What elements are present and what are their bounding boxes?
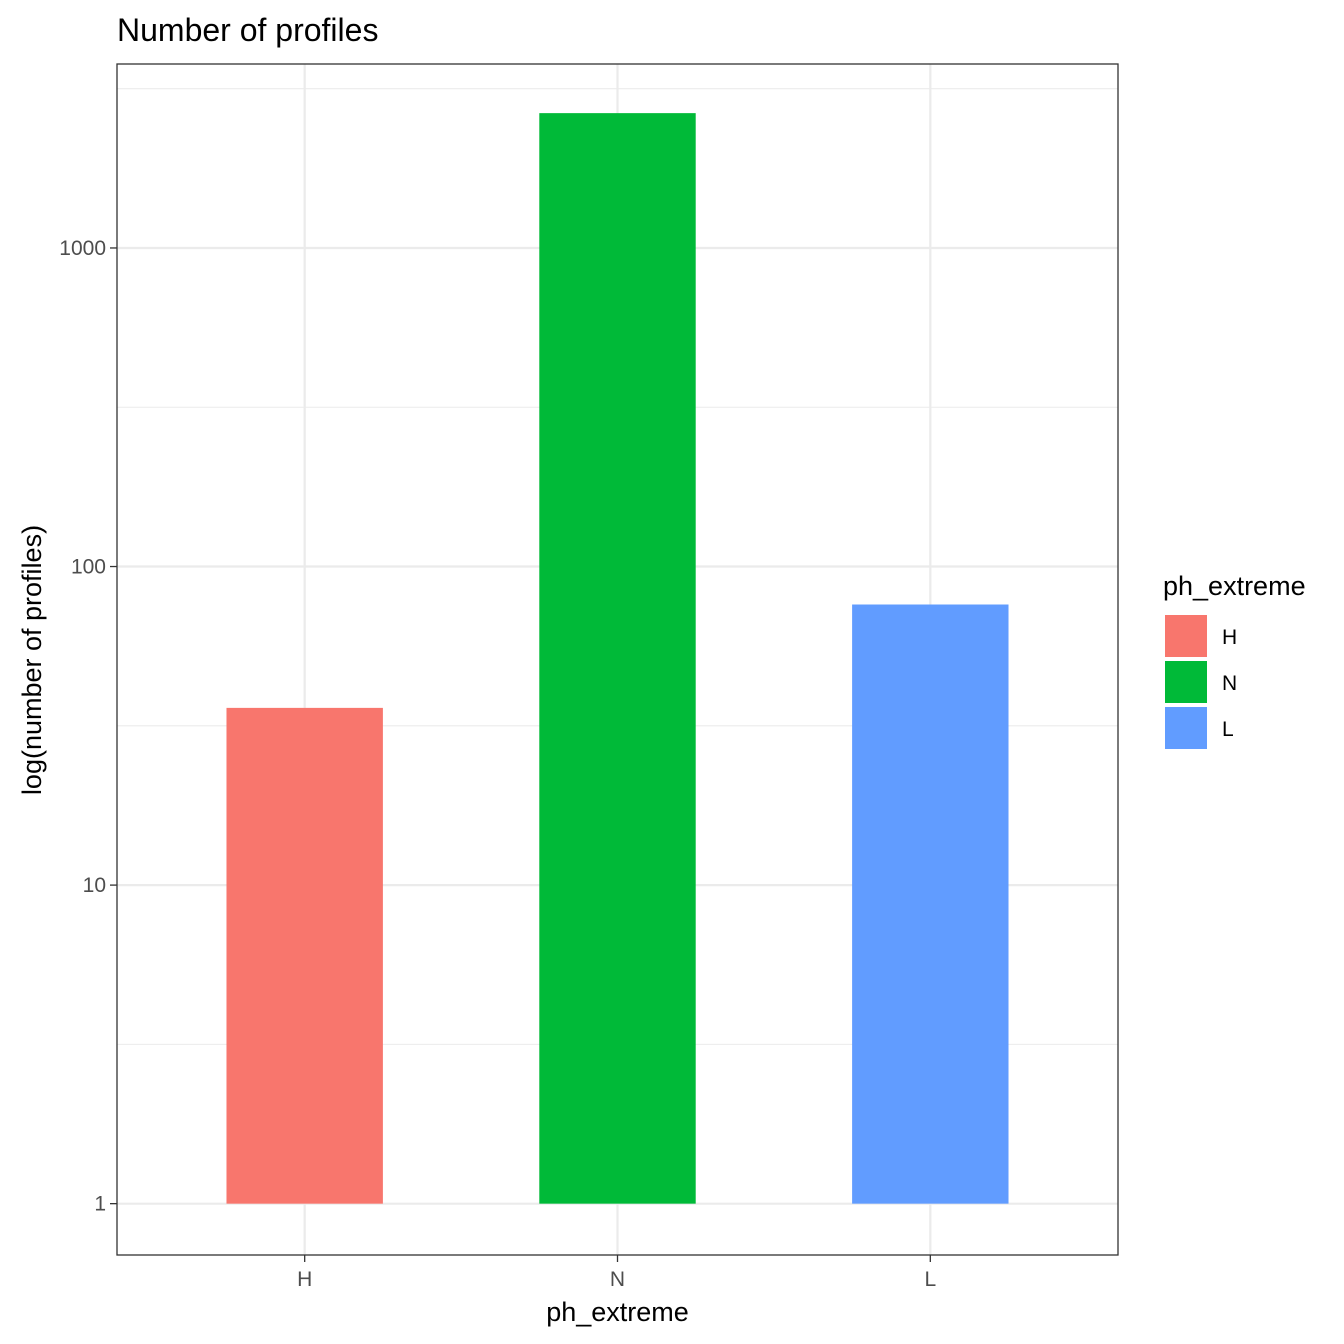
bar-H bbox=[226, 707, 383, 1204]
x-tick-label: H bbox=[297, 1268, 312, 1291]
x-axis-title: ph_extreme bbox=[546, 1297, 689, 1327]
legend-key-L bbox=[1165, 707, 1207, 749]
x-tick-label: N bbox=[610, 1268, 625, 1291]
x-tick-label: L bbox=[924, 1268, 936, 1291]
legend-label-L: L bbox=[1222, 718, 1234, 741]
legend-label-H: H bbox=[1222, 626, 1237, 649]
y-tick-label: 100 bbox=[71, 556, 106, 579]
legend-label-N: N bbox=[1222, 672, 1237, 695]
y-tick-label: 1 bbox=[94, 1193, 106, 1216]
y-tick-label: 10 bbox=[83, 874, 106, 897]
bars bbox=[226, 113, 1009, 1204]
y-tick-label: 1000 bbox=[59, 237, 106, 260]
y-axis-title: log(number of profiles) bbox=[17, 525, 47, 795]
bar-L bbox=[852, 604, 1009, 1204]
legend-title: ph_extreme bbox=[1163, 571, 1306, 601]
y-axis: 1 10 100 1000 bbox=[59, 237, 117, 1216]
bar-N bbox=[539, 113, 696, 1204]
legend-key-N bbox=[1165, 661, 1207, 703]
legend: ph_extreme HNL bbox=[1163, 571, 1306, 749]
chart-title: Number of profiles bbox=[117, 12, 378, 48]
legend-items: HNL bbox=[1165, 615, 1237, 749]
legend-key-H bbox=[1165, 615, 1207, 657]
